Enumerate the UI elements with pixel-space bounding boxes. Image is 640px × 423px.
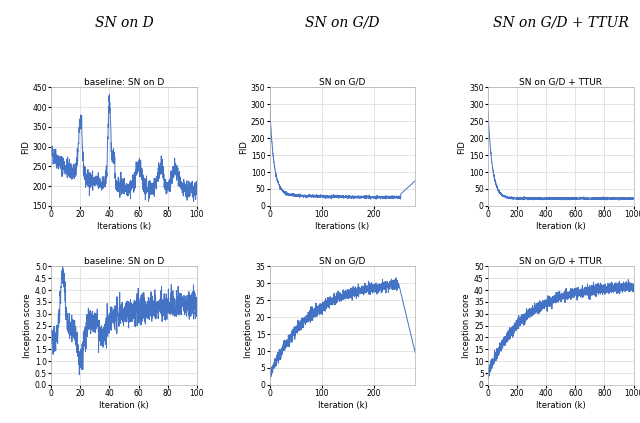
Y-axis label: FID: FID bbox=[20, 140, 29, 154]
Title: SN on G/D + TTUR: SN on G/D + TTUR bbox=[519, 77, 602, 87]
Title: SN on G/D: SN on G/D bbox=[319, 256, 365, 266]
Y-axis label: FID: FID bbox=[239, 140, 248, 154]
X-axis label: Iterations (k): Iterations (k) bbox=[97, 222, 151, 231]
Text: SN on D: SN on D bbox=[95, 16, 154, 30]
Title: baseline: SN on D: baseline: SN on D bbox=[84, 256, 164, 266]
Title: SN on G/D + TTUR: SN on G/D + TTUR bbox=[519, 256, 602, 266]
Y-axis label: FID: FID bbox=[458, 140, 467, 154]
X-axis label: Iteration (k): Iteration (k) bbox=[536, 222, 586, 231]
Title: SN on G/D: SN on G/D bbox=[319, 77, 365, 87]
Title: baseline: SN on D: baseline: SN on D bbox=[84, 77, 164, 87]
X-axis label: Iteration (k): Iteration (k) bbox=[317, 401, 367, 410]
Text: SN on G/D + TTUR: SN on G/D + TTUR bbox=[493, 16, 628, 30]
Y-axis label: Inception score: Inception score bbox=[23, 293, 32, 358]
X-axis label: Iterations (k): Iterations (k) bbox=[316, 222, 369, 231]
Text: SN on G/D: SN on G/D bbox=[305, 16, 380, 30]
Y-axis label: Inception score: Inception score bbox=[244, 293, 253, 358]
X-axis label: Iteration (k): Iteration (k) bbox=[536, 401, 586, 410]
Y-axis label: Inception score: Inception score bbox=[462, 293, 471, 358]
X-axis label: Iteration (k): Iteration (k) bbox=[99, 401, 149, 410]
